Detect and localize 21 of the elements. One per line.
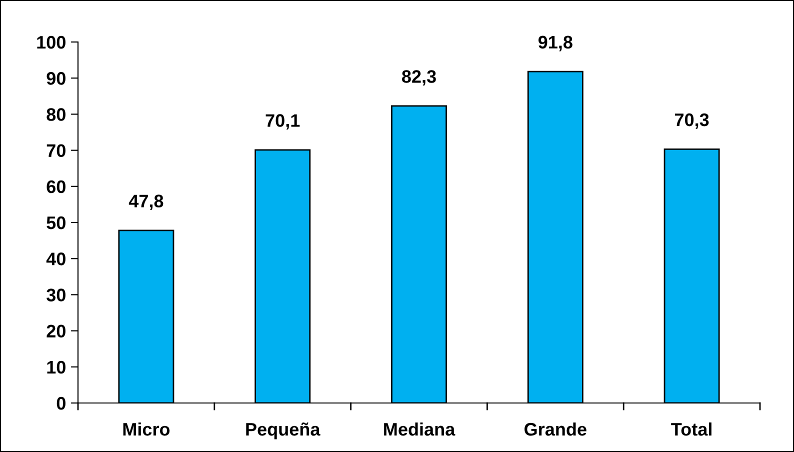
x-tick-label: Grande (524, 422, 586, 436)
data-label: 70,1 (266, 114, 300, 130)
y-tick-label: 70 (46, 144, 66, 158)
data-label: 70,3 (675, 113, 709, 129)
y-tick-label: 50 (46, 216, 66, 230)
x-tick-label: Total (671, 422, 712, 436)
y-tick-label: 40 (46, 252, 66, 266)
data-label: 47,8 (128, 194, 164, 210)
x-tick-label: Mediana (384, 422, 456, 436)
y-tick-label: 0 (56, 396, 66, 410)
y-tick-label: 60 (46, 180, 66, 194)
y-tick-label: 10 (47, 360, 66, 374)
x-tick-label: Pequeña (246, 422, 320, 440)
x-tick-label: Micro (123, 422, 170, 436)
y-tick-label: 90 (46, 72, 66, 85)
y-tick-label: 100 (37, 36, 66, 49)
y-tick-label: 20 (46, 324, 66, 338)
y-tick-label: 30 (46, 288, 66, 302)
data-label: 82,3 (402, 70, 436, 86)
y-tick-label: 80 (46, 108, 66, 121)
data-label: 91,8 (538, 36, 572, 52)
